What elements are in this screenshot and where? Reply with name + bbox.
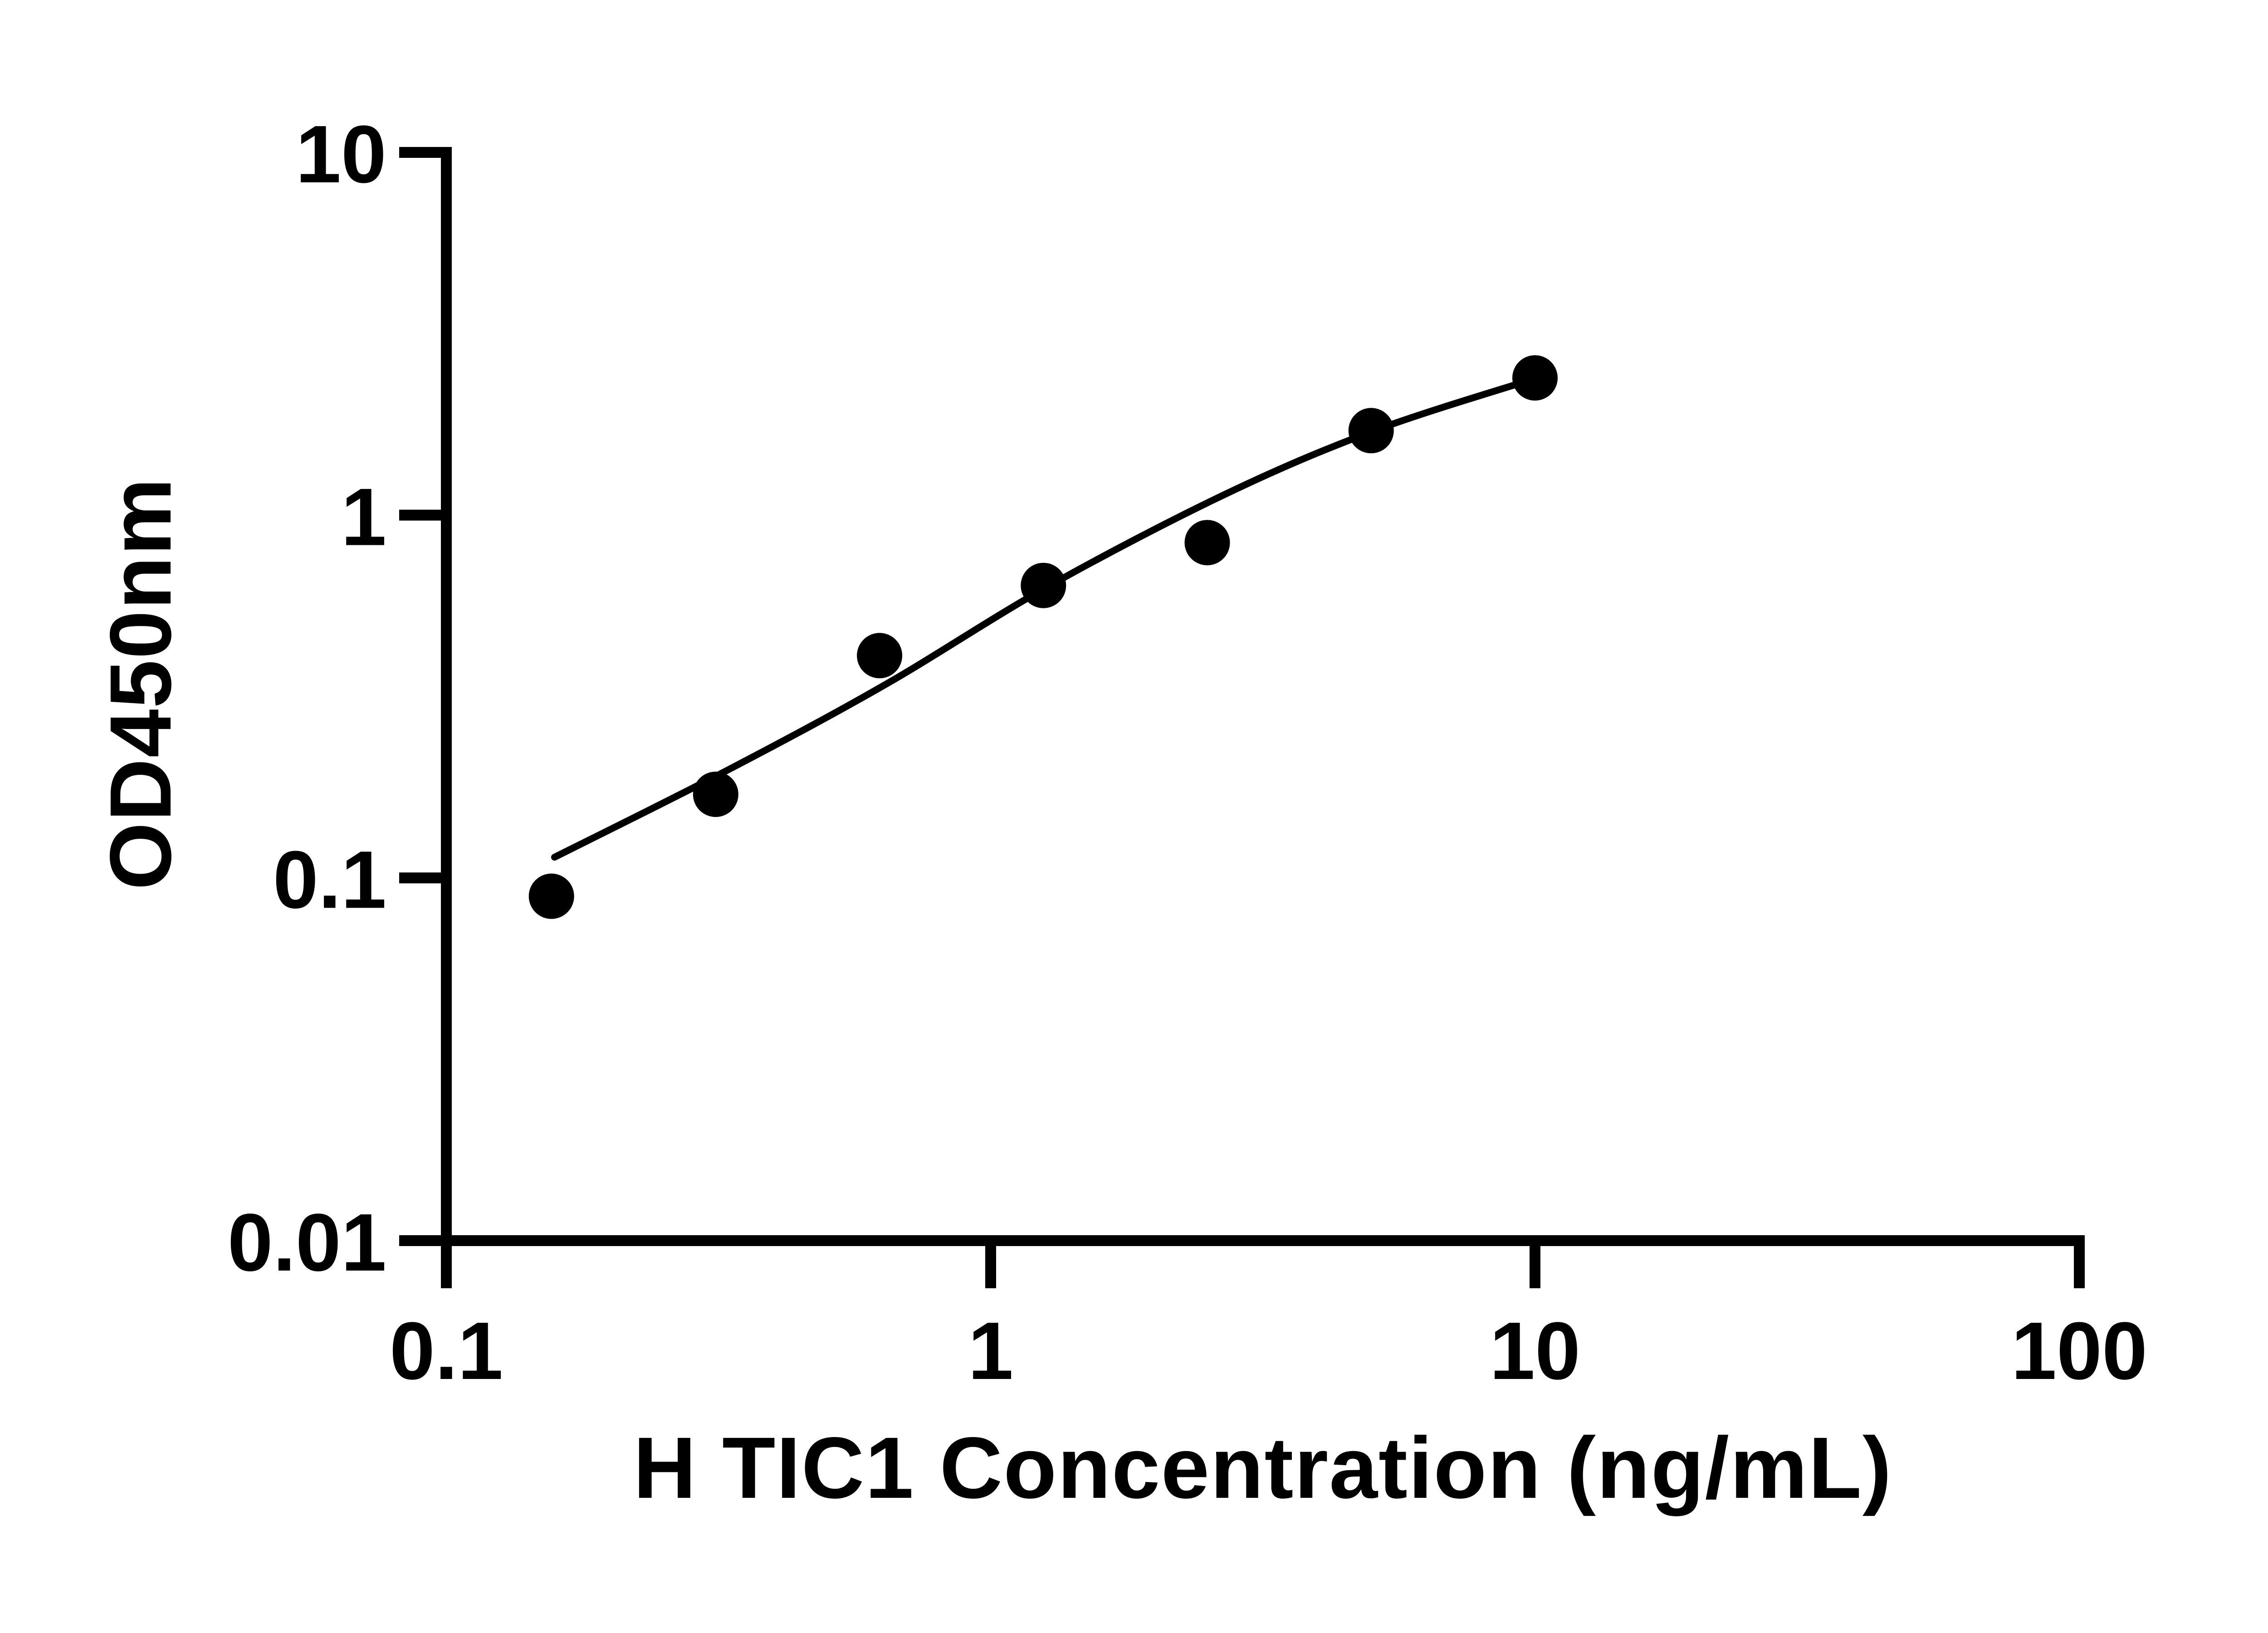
axes [400, 147, 2085, 1246]
y-tick-label: 0.1 [273, 834, 386, 925]
y-tick-label: 0.01 [228, 1197, 386, 1288]
data-points [528, 355, 1558, 919]
x-axis-title: H TIC1 Concentration (ng/mL) [633, 1419, 1892, 1516]
x-tick-label: 0.1 [390, 1305, 503, 1397]
y-axis-title: OD450nm [92, 477, 189, 890]
y-tick-label: 10 [296, 109, 386, 200]
data-point [1512, 355, 1558, 401]
data-point [857, 633, 903, 679]
x-tick-label: 10 [1490, 1305, 1580, 1397]
y-ticks: 0.01 0.1 1 10 [228, 109, 446, 1288]
x-ticks: 0.1 1 10 100 [390, 1241, 2147, 1397]
data-point [1184, 520, 1230, 566]
x-tick-label: 1 [968, 1305, 1013, 1397]
data-point [1021, 562, 1066, 608]
data-point [693, 772, 738, 817]
y-tick-label: 1 [341, 472, 386, 563]
x-tick-label: 100 [2011, 1305, 2147, 1397]
data-point [1348, 408, 1394, 454]
data-point [528, 873, 574, 919]
